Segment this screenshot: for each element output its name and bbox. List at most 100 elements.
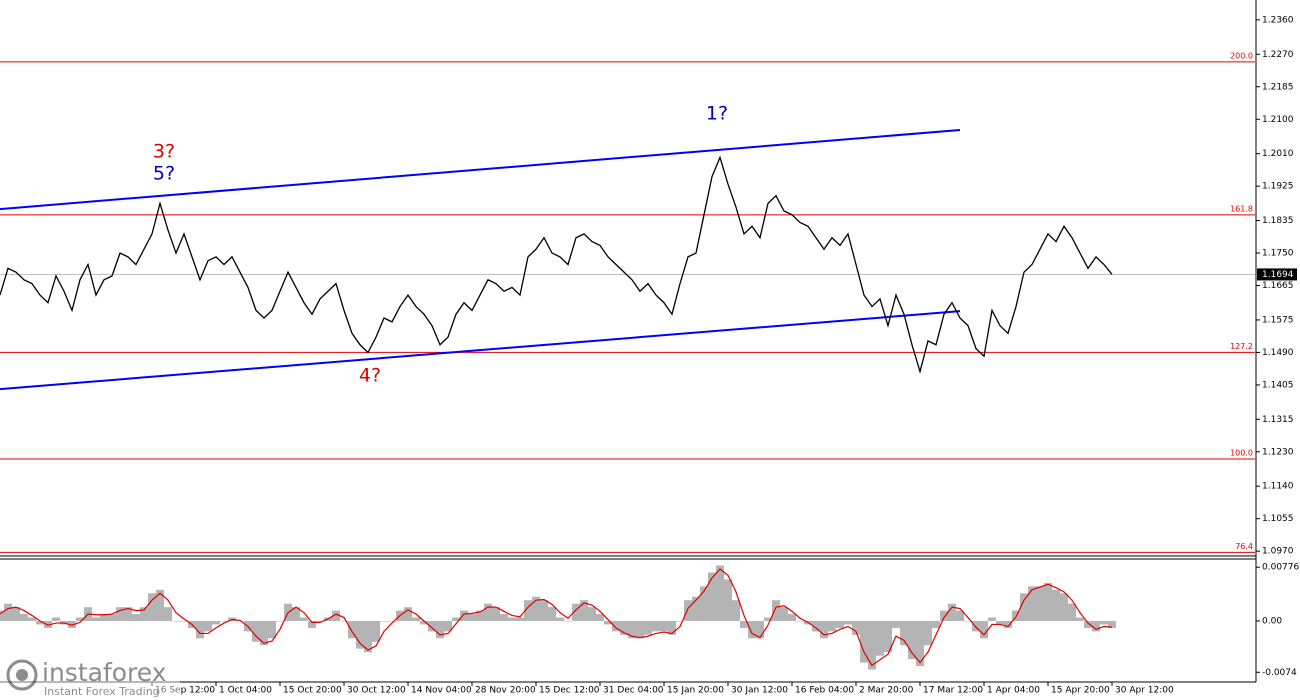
x-tick-label: 30 Apr 12:00 bbox=[1115, 686, 1174, 696]
histogram-bar bbox=[740, 620, 748, 628]
histogram-bar bbox=[532, 596, 540, 621]
y-tick-label: 1.2270 bbox=[1262, 50, 1294, 60]
watermark: instaforex Instant Forex Trading bbox=[0, 655, 180, 700]
y-tick-label: 1.1575 bbox=[1262, 315, 1294, 325]
histogram-bar bbox=[636, 620, 644, 639]
histogram-bar bbox=[236, 620, 244, 622]
histogram-bar bbox=[972, 620, 980, 632]
histogram-bar bbox=[716, 565, 724, 621]
histogram-bar bbox=[724, 579, 732, 621]
histogram-bar bbox=[452, 617, 460, 621]
level-label: 100.0 bbox=[1230, 449, 1253, 458]
histogram-bar bbox=[108, 614, 116, 621]
histogram-bar bbox=[772, 600, 780, 621]
histogram-bar bbox=[652, 620, 660, 632]
trendline bbox=[0, 128, 961, 211]
histogram-bar bbox=[220, 620, 228, 622]
histogram-bar bbox=[508, 617, 516, 621]
x-tick-label: 15 Dec 12:00 bbox=[539, 686, 600, 696]
histogram-bar bbox=[892, 620, 900, 628]
histogram-bar bbox=[444, 620, 452, 632]
histogram-bar bbox=[412, 617, 420, 621]
histogram-bar bbox=[556, 617, 564, 621]
wave-label: 5? bbox=[153, 163, 175, 185]
histogram-bar bbox=[340, 620, 348, 622]
histogram-bar bbox=[676, 620, 684, 622]
y-tick-label: 1.2360 bbox=[1262, 15, 1294, 25]
histogram-bar bbox=[948, 603, 956, 621]
histogram-bar bbox=[468, 614, 476, 621]
histogram-bar bbox=[4, 603, 12, 621]
histogram-bar bbox=[476, 610, 484, 621]
histogram-bar bbox=[812, 620, 820, 632]
histogram-bar bbox=[612, 620, 620, 632]
histogram-bar bbox=[844, 620, 852, 625]
histogram-bar bbox=[692, 596, 700, 621]
y-tick-label: 1.1315 bbox=[1262, 415, 1294, 425]
histogram-bar bbox=[732, 600, 740, 621]
histogram-bar bbox=[380, 620, 388, 622]
histogram-bar bbox=[492, 607, 500, 621]
histogram-bar bbox=[484, 603, 492, 621]
x-tick-label: 17 Mar 12:00 bbox=[923, 686, 983, 696]
histogram-bar bbox=[548, 607, 556, 621]
y-tick-label: 1.2100 bbox=[1262, 115, 1294, 125]
histogram-bar bbox=[268, 620, 276, 639]
histogram-bar bbox=[100, 614, 108, 621]
histogram-bar bbox=[436, 620, 444, 639]
x-tick-label: 28 Nov 20:00 bbox=[475, 686, 536, 696]
histogram-bar bbox=[668, 620, 676, 635]
histogram-bar bbox=[884, 620, 892, 653]
histogram-bar bbox=[36, 620, 44, 625]
histogram-bar bbox=[1084, 620, 1092, 628]
histogram-bar bbox=[172, 620, 180, 622]
watermark-brand: instaforex bbox=[42, 658, 167, 687]
y-tick-label: 1.1835 bbox=[1262, 216, 1294, 226]
level-label: 161.8 bbox=[1230, 204, 1253, 213]
histogram-bar bbox=[404, 607, 412, 621]
histogram-bar bbox=[516, 617, 524, 621]
histogram-bar bbox=[124, 607, 132, 621]
histogram-bar bbox=[164, 607, 172, 621]
histogram-bar bbox=[28, 617, 36, 621]
histogram-bar bbox=[1004, 620, 1012, 628]
histogram-bar bbox=[356, 620, 364, 649]
watermark-icon bbox=[6, 659, 38, 691]
histogram-bar bbox=[1068, 603, 1076, 621]
level-label: 127.2 bbox=[1230, 342, 1253, 351]
y-tick-label: 1.1055 bbox=[1262, 514, 1294, 524]
x-tick-label: 1 Oct 04:00 bbox=[219, 686, 272, 696]
histogram-bar bbox=[196, 620, 204, 639]
histogram-bar bbox=[788, 614, 796, 621]
histogram-bar bbox=[276, 620, 284, 622]
histogram-bar bbox=[252, 620, 260, 642]
y-tick-label: 1.1140 bbox=[1262, 482, 1294, 492]
histogram-bar bbox=[428, 620, 436, 632]
histogram-bar bbox=[644, 620, 652, 635]
histogram-bar bbox=[500, 614, 508, 621]
histogram-bar bbox=[748, 620, 756, 639]
x-tick-label: 2 Mar 20:00 bbox=[859, 686, 914, 696]
histogram-bar bbox=[148, 593, 156, 621]
level-label: 200.0 bbox=[1230, 51, 1253, 60]
x-tick-label: 1 Apr 04:00 bbox=[987, 686, 1040, 696]
histogram-bar bbox=[620, 620, 628, 635]
histogram-bar bbox=[332, 610, 340, 621]
histogram-bar bbox=[860, 620, 868, 663]
x-tick-label: 30 Oct 12:00 bbox=[347, 686, 406, 696]
x-tick-label: 30 Jan 12:00 bbox=[731, 686, 788, 696]
histogram-bar bbox=[132, 614, 140, 621]
histogram-bar bbox=[596, 614, 604, 621]
y-tick-label: 1.1230 bbox=[1262, 447, 1294, 457]
histogram-bar bbox=[852, 620, 860, 635]
histogram-bar bbox=[820, 620, 828, 639]
x-tick-label: 16 Sep 12:00 bbox=[155, 686, 215, 696]
indicator-y-tick-label: 0.00776 bbox=[1262, 563, 1299, 573]
histogram-bar bbox=[828, 620, 836, 632]
y-tick-label: 1.1750 bbox=[1262, 249, 1294, 259]
histogram-bar bbox=[212, 620, 220, 625]
histogram-bar bbox=[316, 620, 324, 622]
histogram-bar bbox=[628, 620, 636, 639]
